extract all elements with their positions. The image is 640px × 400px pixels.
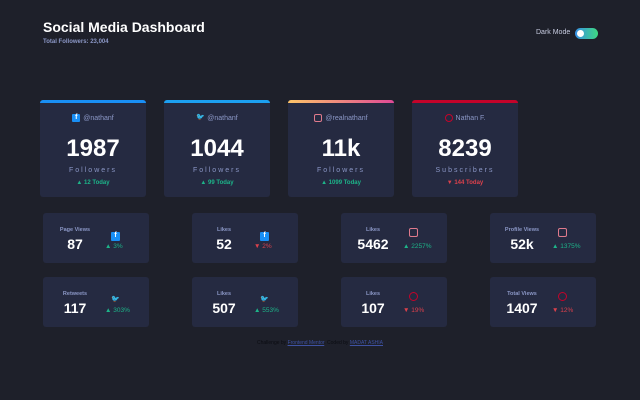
overview-card[interactable]: Likes 5462 ▲ 2257% xyxy=(341,213,447,263)
metric-change: ▼ 19% xyxy=(403,307,425,314)
facebook-icon: f xyxy=(111,232,120,241)
follower-label: Followers xyxy=(317,167,365,174)
follower-count: 11k xyxy=(321,135,361,162)
metric-value: 1407 xyxy=(506,300,538,316)
dark-mode-toggle[interactable] xyxy=(575,28,598,39)
footer-text: . Coded by xyxy=(324,340,350,346)
twitter-icon: 🐦 xyxy=(196,114,205,121)
page-title: Social Media Dashboard xyxy=(43,19,205,35)
metric-change: ▲ 1375% xyxy=(552,243,581,250)
facebook-icon: f xyxy=(72,114,81,122)
metric-change: ▼ 12% xyxy=(552,307,574,314)
footer-text: Challenge by xyxy=(256,340,288,346)
total-followers: Total Followers: 23,004 xyxy=(43,39,109,45)
handle: @nathanf xyxy=(207,114,238,122)
card-header: Nathan F. xyxy=(412,114,518,122)
dark-mode-label: Dark Mode xyxy=(536,29,571,36)
metric-value: 107 xyxy=(361,300,385,316)
overview-card[interactable]: Total Views 1407 ▼ 12% xyxy=(490,277,596,327)
metric-change: ▼ 2% xyxy=(254,243,272,250)
follower-card-twitter[interactable]: 🐦 @nathanf 1044 Followers ▲ 99 Today xyxy=(164,100,270,197)
today-change: ▼ 144 Today xyxy=(446,180,484,186)
metric-label: Total Views xyxy=(507,291,537,297)
overview-card[interactable]: Retweets 117 🐦 ▲ 303% xyxy=(43,277,149,327)
metric-value: 507 xyxy=(212,300,236,316)
card-accent-bar xyxy=(164,100,270,103)
footer: Challenge by Frontend Mentor. Coded by M… xyxy=(0,340,640,346)
metric-change: ▲ 553% xyxy=(254,307,279,314)
metric-value: 5462 xyxy=(357,236,389,252)
instagram-icon xyxy=(558,228,567,237)
instagram-icon xyxy=(314,114,323,122)
follower-label: Followers xyxy=(69,167,117,174)
frontend-mentor-link[interactable]: Frontend Mentor xyxy=(287,340,325,346)
facebook-icon: f xyxy=(260,232,269,241)
card-accent-bar xyxy=(40,100,146,103)
toggle-knob xyxy=(577,30,584,37)
youtube-icon xyxy=(409,292,418,301)
follower-count: 1987 xyxy=(66,135,120,162)
today-change: ▲ 12 Today xyxy=(76,180,110,186)
metric-label: Likes xyxy=(216,227,232,233)
follower-card-youtube[interactable]: Nathan F. 8239 Subscribers ▼ 144 Today xyxy=(412,100,518,197)
author-link[interactable]: MADAT ASHIA xyxy=(349,340,383,346)
metric-label: Retweets xyxy=(62,291,88,297)
follower-card-facebook[interactable]: f @nathanf 1987 Followers ▲ 12 Today xyxy=(40,100,146,197)
follower-label: Subscribers xyxy=(435,167,495,174)
follower-card-instagram[interactable]: @realnathanf 11k Followers ▲ 1099 Today xyxy=(288,100,394,197)
metric-label: Profile Views xyxy=(504,227,540,233)
metric-value: 117 xyxy=(63,300,87,316)
overview-card[interactable]: Likes 507 🐦 ▲ 553% xyxy=(192,277,298,327)
follower-count: 1044 xyxy=(190,135,244,162)
metric-label: Likes xyxy=(365,291,381,297)
overview-card[interactable]: Likes 52 f ▼ 2% xyxy=(192,213,298,263)
handle: @realnathanf xyxy=(325,114,368,122)
metric-value: 87 xyxy=(67,236,83,252)
card-header: 🐦 @nathanf xyxy=(164,114,270,122)
today-change: ▲ 99 Today xyxy=(200,180,234,186)
youtube-icon xyxy=(558,292,567,301)
handle: @nathanf xyxy=(83,114,114,122)
metric-change: ▲ 3% xyxy=(105,243,123,250)
follower-label: Followers xyxy=(193,167,241,174)
today-change: ▲ 1099 Today xyxy=(321,180,361,186)
youtube-icon xyxy=(444,114,453,122)
twitter-icon: 🐦 xyxy=(260,296,269,303)
metric-value: 52k xyxy=(510,236,534,252)
metric-label: Likes xyxy=(365,227,381,233)
overview-card[interactable]: Page Views 87 f ▲ 3% xyxy=(43,213,149,263)
metric-label: Likes xyxy=(216,291,232,297)
card-header: @realnathanf xyxy=(288,114,394,122)
instagram-icon xyxy=(409,228,418,237)
twitter-icon: 🐦 xyxy=(111,296,120,303)
overview-card[interactable]: Profile Views 52k ▲ 1375% xyxy=(490,213,596,263)
metric-label: Page Views xyxy=(59,227,91,233)
card-accent-bar xyxy=(412,100,518,103)
handle: Nathan F. xyxy=(455,114,486,122)
card-header: f @nathanf xyxy=(40,114,146,122)
overview-card[interactable]: Likes 107 ▼ 19% xyxy=(341,277,447,327)
metric-change: ▲ 303% xyxy=(105,307,130,314)
metric-change: ▲ 2257% xyxy=(403,243,432,250)
follower-count: 8239 xyxy=(438,135,492,162)
card-accent-bar xyxy=(288,100,394,103)
metric-value: 52 xyxy=(216,236,232,252)
